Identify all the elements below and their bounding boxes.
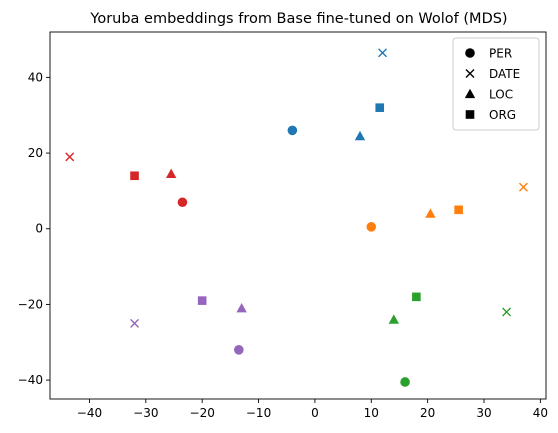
legend-box [452, 37, 540, 131]
y-tick-label: −40 [18, 373, 43, 387]
x-tick-label: −30 [133, 406, 158, 420]
x-tick-label: −10 [246, 406, 271, 420]
data-point-triangle [354, 130, 366, 141]
data-point-circle [287, 125, 298, 136]
x-tick-label: 0 [311, 406, 319, 420]
data-points [65, 48, 528, 387]
legend-marker-circle [465, 48, 475, 58]
legend-marker-x [465, 69, 475, 78]
legend-marker-triangle [464, 88, 476, 99]
data-point-x [502, 307, 512, 317]
legend-label: LOC [489, 88, 513, 102]
x-tick-label: 20 [420, 406, 435, 420]
data-point-x [378, 48, 388, 58]
legend-label: PER [489, 47, 512, 61]
data-point-x [65, 152, 75, 162]
data-point-square [375, 103, 385, 112]
data-point-circle [366, 222, 377, 232]
plot-border [49, 31, 547, 400]
x-tick-label: −20 [190, 406, 215, 420]
y-tick-label: 40 [28, 70, 43, 84]
data-point-triangle [236, 302, 247, 313]
data-point-square [454, 205, 463, 215]
plot-area [49, 31, 547, 400]
legend-label: DATE [489, 67, 520, 81]
data-point-square [130, 171, 139, 181]
legend: PER DATE LOC ORG [452, 37, 540, 131]
data-point-triangle [425, 208, 436, 218]
x-axis: −40 −30 −20 −10 0 10 20 30 40 [77, 399, 548, 420]
chart-title: Yoruba embeddings from Base fine-tuned o… [89, 11, 507, 27]
data-point-x [518, 182, 528, 192]
data-point-x [130, 318, 140, 328]
data-point-triangle [388, 314, 400, 324]
data-point-triangle [165, 168, 177, 179]
x-tick-label: 30 [476, 406, 491, 420]
x-tick-label: 10 [364, 406, 379, 420]
y-tick-label: −20 [18, 297, 43, 311]
y-axis: −40 −20 0 20 40 [18, 70, 50, 387]
y-tick-label: 20 [28, 146, 43, 160]
legend-label: ORG [489, 108, 516, 122]
data-point-square [412, 292, 421, 302]
data-point-circle [400, 377, 410, 387]
legend-marker-square [465, 110, 475, 119]
data-point-circle [177, 197, 188, 208]
x-tick-label: −40 [77, 406, 102, 420]
data-point-square [197, 296, 207, 305]
y-tick-label: 0 [35, 222, 43, 236]
data-point-circle [234, 345, 244, 355]
x-tick-label: 40 [533, 406, 548, 420]
